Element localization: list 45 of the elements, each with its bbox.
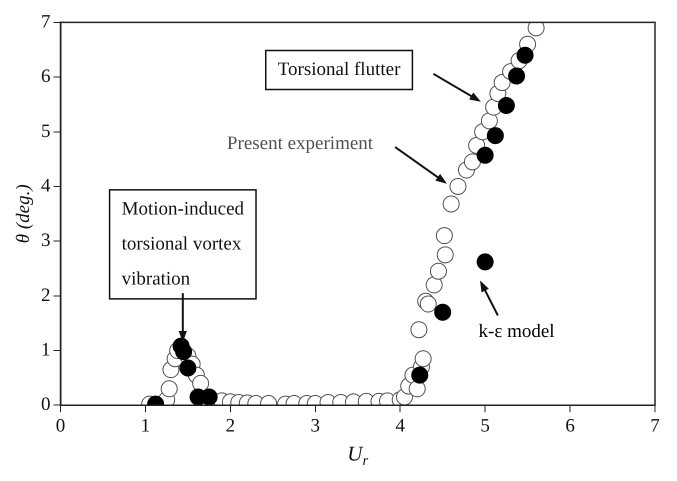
point: [516, 46, 534, 64]
x-tick-label: 3: [310, 416, 320, 437]
x-tick-label: 5: [480, 416, 490, 437]
point: [476, 253, 494, 270]
point: [498, 97, 515, 114]
y-tick-label: 4: [41, 175, 51, 196]
x-tick-label: 4: [395, 416, 406, 437]
point: [420, 296, 437, 313]
y-tick-label: 5: [41, 120, 50, 142]
y-tick-label: 2: [41, 284, 50, 306]
point: [434, 304, 452, 321]
point: [408, 380, 426, 398]
x-tick-label: 6: [565, 416, 575, 437]
y-axis-title: θ (deg.): [13, 184, 34, 244]
y-tick-label: 6: [41, 66, 50, 88]
point: [410, 321, 428, 338]
x-tick-label: 1: [140, 416, 150, 437]
point: [192, 374, 210, 392]
point: [486, 127, 504, 144]
y-tick-label: 1: [41, 340, 50, 360]
point: [476, 146, 494, 164]
point: [480, 112, 498, 130]
y-tick-label: 3: [41, 230, 50, 252]
point: [436, 246, 454, 264]
text: Present experiment: [226, 132, 374, 154]
y-tick-label: 0: [41, 394, 50, 416]
point: [494, 74, 511, 92]
y-tick-label: 7: [41, 11, 50, 32]
x-tick-label: 7: [650, 416, 660, 437]
point: [160, 380, 178, 398]
point: [508, 67, 526, 84]
point: [430, 262, 447, 280]
point: [442, 195, 460, 212]
point: [436, 227, 453, 244]
point: [449, 178, 466, 195]
point: [426, 276, 443, 294]
annotation: Motion-induced torsional vortex vibration: [122, 198, 245, 290]
point: [414, 350, 432, 368]
point: [464, 153, 481, 170]
x-tick-label: 0: [56, 416, 66, 437]
series-label: k-ε model: [478, 320, 555, 342]
point: [179, 360, 196, 377]
annotation: Torsional flutter: [278, 58, 402, 80]
point: [411, 366, 428, 384]
x-tick-label: 2: [226, 416, 236, 437]
